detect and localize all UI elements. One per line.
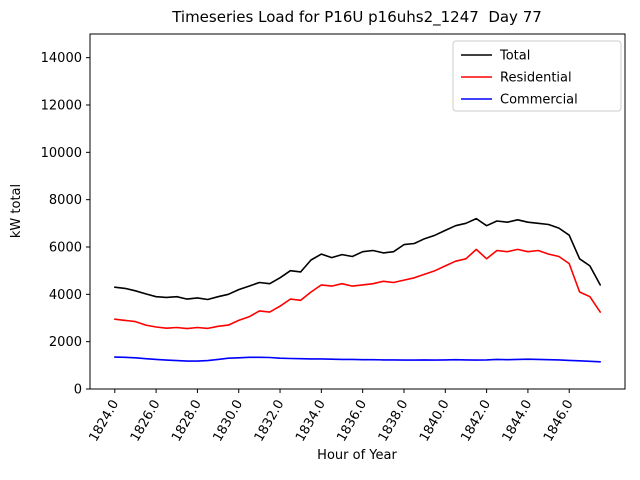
x-tick-label: 1832.0: [252, 398, 288, 445]
series-line-residential: [114, 248, 602, 330]
x-tick-label: 1840.0: [417, 398, 453, 445]
y-tick-label: 4000: [49, 288, 82, 303]
x-tick-label: 1846.0: [541, 398, 577, 445]
x-tick-label: 1836.0: [334, 398, 370, 445]
x-tick-label: 1828.0: [169, 398, 205, 445]
chart-title: Timeseries Load for P16U p16uhs2_1247 Da…: [171, 8, 542, 27]
legend-label-total: Total: [499, 49, 530, 64]
x-tick-label: 1824.0: [87, 398, 123, 445]
series-layer: [114, 217, 602, 363]
x-tick-label: 1834.0: [293, 398, 329, 445]
x-axis-label: Hour of Year: [317, 448, 397, 463]
legend: Total Residential Commercial: [452, 40, 622, 112]
y-tick-label: 2000: [49, 335, 82, 350]
x-tick-label: 1838.0: [376, 398, 412, 445]
y-tick-label: 10000: [41, 146, 82, 161]
legend-label-commercial: Commercial: [500, 93, 578, 108]
x-tick-label: 1830.0: [210, 398, 246, 445]
legend-label-residential: Residential: [500, 71, 572, 86]
x-tick-label: 1826.0: [128, 398, 164, 445]
axes-frame: [89, 33, 626, 390]
y-tick-label: 6000: [49, 241, 82, 256]
y-tick-label: 14000: [41, 51, 82, 66]
series-line-total: [114, 217, 602, 301]
y-tick-label: 8000: [49, 193, 82, 208]
series-line-commercial: [114, 356, 602, 363]
x-tick-label: 1842.0: [458, 397, 494, 444]
legend-box: [452, 40, 622, 112]
y-tick-label: 12000: [41, 99, 82, 114]
x-tick-label: 1844.0: [500, 398, 536, 445]
y-tick-label: 0: [74, 383, 82, 398]
y-axis-label: kW total: [9, 184, 24, 238]
